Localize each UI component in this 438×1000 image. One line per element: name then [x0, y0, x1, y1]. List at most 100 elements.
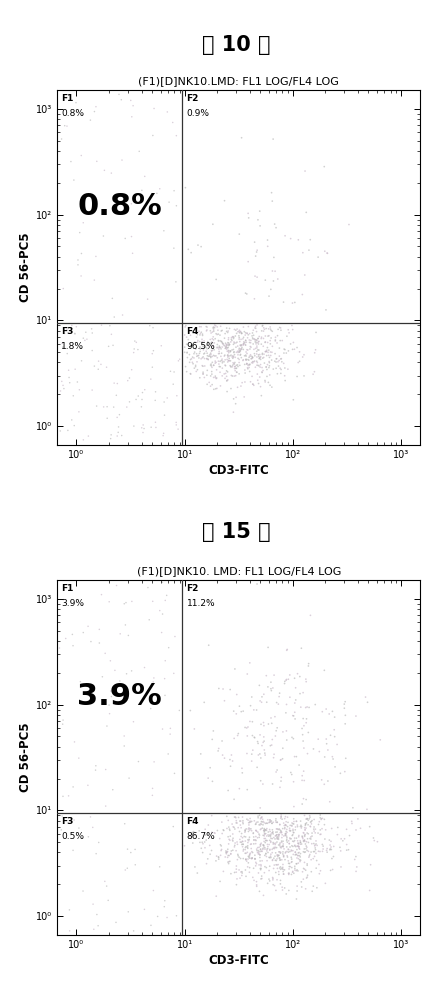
Point [318, 811, 325, 827]
Point [276, 844, 283, 860]
Point [281, 676, 288, 692]
Point [253, 856, 260, 872]
Point [211, 320, 218, 336]
Point [64, 321, 71, 337]
Point [293, 838, 300, 854]
Point [252, 248, 259, 264]
Point [281, 818, 288, 834]
Point [276, 836, 283, 852]
Point [245, 357, 252, 373]
Point [246, 822, 253, 838]
Point [201, 821, 208, 837]
Point [233, 389, 240, 405]
Point [259, 820, 266, 836]
Point [286, 823, 293, 839]
Point [236, 331, 243, 347]
Point [225, 353, 232, 369]
Point [247, 341, 254, 357]
Point [310, 844, 317, 860]
Point [278, 809, 285, 825]
Point [254, 810, 261, 826]
Point [257, 847, 264, 863]
Point [247, 713, 254, 729]
Point [377, 732, 384, 748]
Point [224, 335, 231, 351]
Point [211, 825, 218, 841]
Point [196, 340, 203, 356]
Point [244, 719, 251, 735]
Point [240, 331, 247, 347]
Point [284, 361, 291, 377]
Point [207, 846, 214, 862]
Point [205, 817, 212, 833]
Point [263, 321, 270, 337]
Point [221, 366, 228, 382]
Point [275, 830, 282, 846]
Point [230, 350, 237, 366]
Point [208, 356, 215, 372]
Point [268, 674, 275, 690]
Point [317, 807, 324, 823]
Point [239, 833, 246, 849]
Point [327, 837, 334, 853]
Point [233, 813, 240, 829]
Point [257, 816, 264, 832]
Point [226, 337, 233, 353]
Point [301, 828, 308, 844]
Point [240, 836, 247, 852]
Text: 第 10 天: 第 10 天 [202, 35, 271, 55]
Point [237, 870, 244, 886]
Point [251, 832, 258, 848]
Point [215, 849, 222, 865]
Point [226, 344, 233, 360]
Point [240, 389, 247, 405]
Point [244, 356, 251, 372]
Point [251, 730, 258, 746]
Point [322, 822, 329, 838]
Point [238, 130, 245, 146]
Point [71, 734, 78, 750]
Point [60, 788, 67, 804]
Point [272, 709, 279, 725]
Point [100, 228, 107, 244]
Point [291, 294, 298, 310]
Point [153, 185, 160, 201]
Point [208, 325, 215, 341]
Point [149, 346, 156, 362]
Point [219, 335, 226, 351]
Point [277, 752, 284, 768]
Point [232, 360, 239, 376]
Point [170, 183, 177, 199]
Point [230, 830, 237, 846]
Point [327, 862, 334, 878]
Point [281, 811, 288, 827]
Point [311, 838, 318, 854]
Point [311, 844, 318, 860]
Point [203, 351, 210, 367]
Point [204, 348, 211, 364]
Point [247, 339, 254, 355]
Point [225, 856, 232, 872]
Point [331, 709, 338, 725]
Point [269, 852, 276, 868]
Point [208, 843, 215, 859]
Point [289, 864, 296, 880]
Point [305, 242, 312, 258]
Point [330, 838, 337, 854]
Point [243, 720, 250, 736]
Point [189, 825, 196, 841]
Point [211, 348, 218, 364]
Point [291, 838, 298, 854]
Point [230, 791, 237, 807]
Point [250, 322, 257, 338]
Point [312, 833, 319, 849]
Point [220, 354, 227, 370]
Point [295, 851, 302, 867]
Point [342, 750, 349, 766]
Point [107, 431, 114, 447]
Point [328, 851, 336, 867]
Point [292, 844, 299, 860]
Point [66, 902, 73, 918]
Point [252, 851, 259, 867]
Point [281, 820, 288, 836]
